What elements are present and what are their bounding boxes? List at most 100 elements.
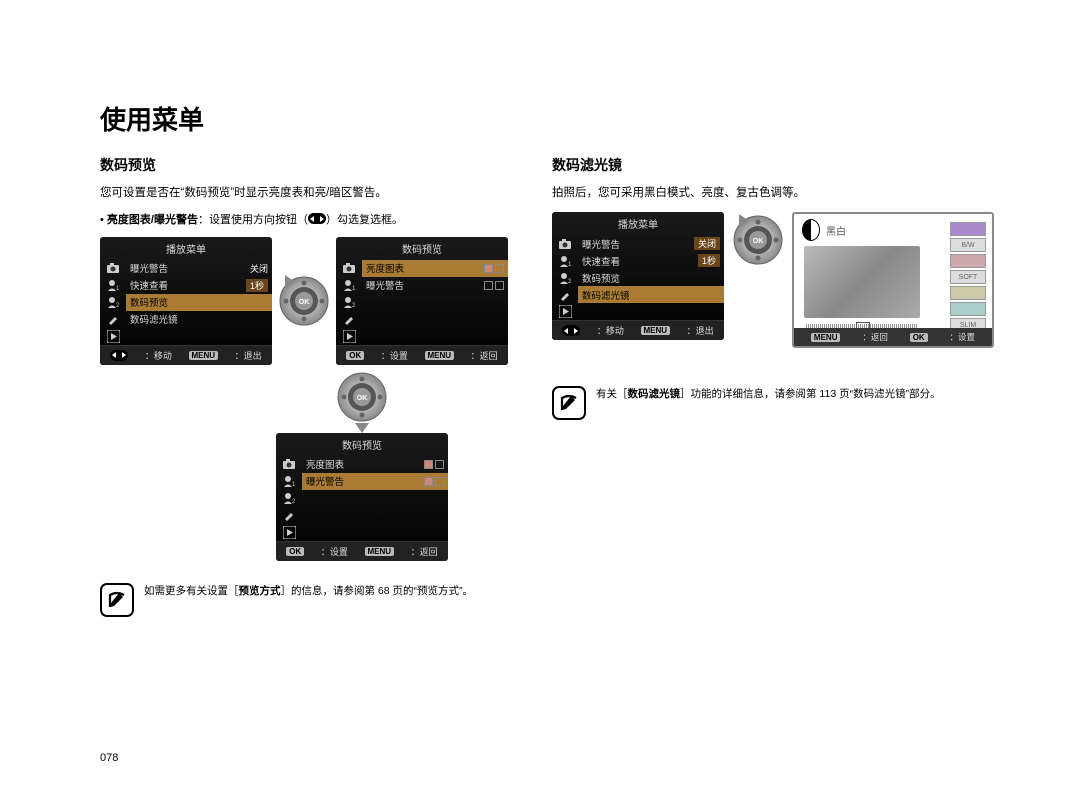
left-note: 如需更多有关设置［预览方式］的信息，请参阅第 68 页的“预览方式”。 bbox=[100, 583, 508, 617]
svg-text:2: 2 bbox=[116, 303, 119, 308]
lcd2-row-1: 曝光警告 bbox=[362, 277, 508, 294]
person2-icon: 2 bbox=[107, 296, 119, 308]
nav-arrows-icon bbox=[308, 213, 326, 224]
page-number: 078 bbox=[100, 752, 118, 764]
ok-button-icon: OK bbox=[910, 333, 928, 342]
camera-icon bbox=[282, 458, 296, 470]
menu-button-icon: MENU bbox=[641, 326, 671, 335]
lcdr-row-0: 曝光警告关闭 bbox=[578, 235, 724, 252]
arrow-right-icon bbox=[285, 275, 337, 327]
svg-text:1: 1 bbox=[292, 482, 295, 487]
lcd-playback-menu: 播放菜单 1 2 曝光警告关闭 快速查看1秒 数码预览 bbox=[100, 237, 272, 365]
menu-button-icon: MENU bbox=[365, 547, 395, 556]
wrench-icon bbox=[559, 289, 571, 301]
bullet-rest: ：设置使用方向按钮（ bbox=[198, 214, 308, 226]
arrow-down-icon bbox=[355, 423, 369, 433]
play-icon bbox=[559, 305, 572, 318]
bullet-label: 亮度图表/曝光警告 bbox=[107, 214, 198, 226]
ok-button-icon: OK bbox=[346, 351, 364, 360]
bw-opt-4 bbox=[950, 286, 986, 300]
svg-text:2: 2 bbox=[292, 499, 295, 504]
lcd-preview-2: 数码预览 1 2 亮度图表 曝光警告 bbox=[276, 433, 448, 561]
left-bullet: • 亮度图表/曝光警告：设置使用方向按钮（）勾选复选框。 bbox=[100, 212, 508, 229]
lcd2-row-0: 亮度图表 bbox=[362, 260, 508, 277]
lcd-preview-1: 数码预览 1 2 亮度图表 曝光警告 bbox=[336, 237, 508, 365]
lcd1-title: 播放菜单 bbox=[100, 237, 272, 260]
left-desc: 您可设置是否在“数码预览”时显示亮度表和亮/暗区警告。 bbox=[100, 185, 508, 202]
note-bold: 预览方式 bbox=[239, 585, 281, 597]
bw-filter-panel: 黑白 B/W SOFT SLIM bbox=[792, 212, 994, 348]
person1-icon: 1 bbox=[283, 475, 295, 487]
bw-mode-icon bbox=[802, 219, 820, 241]
note-bold: 数码滤光镜 bbox=[628, 388, 681, 400]
right-desc: 拍照后，您可采用黑白模式、亮度、复古色调等。 bbox=[552, 185, 994, 202]
lcdr-title: 播放菜单 bbox=[552, 212, 724, 235]
lcd1-sidebar: 1 2 bbox=[100, 260, 126, 345]
left-heading: 数码预览 bbox=[100, 155, 508, 175]
note-icon bbox=[100, 583, 134, 617]
bw-opt-0 bbox=[950, 222, 986, 236]
menu-button-icon: MENU bbox=[811, 333, 841, 342]
lcd1-row-0: 曝光警告关闭 bbox=[126, 260, 272, 277]
person1-icon: 1 bbox=[107, 279, 119, 291]
person2-icon: 2 bbox=[343, 296, 355, 308]
lcd3-row-1: 曝光警告 bbox=[302, 473, 448, 490]
bw-opt-5 bbox=[950, 302, 986, 316]
play-icon bbox=[107, 330, 120, 343]
play-icon bbox=[343, 330, 356, 343]
lcd1-row-2: 数码预览 bbox=[126, 294, 272, 311]
person1-icon: 1 bbox=[343, 279, 355, 291]
dial-icon: OK bbox=[732, 214, 784, 266]
wrench-icon bbox=[283, 509, 295, 521]
bw-label: 黑白 bbox=[826, 223, 846, 238]
camera-icon bbox=[106, 262, 120, 274]
lcd3-row-0: 亮度图表 bbox=[302, 456, 448, 473]
left-column: 数码预览 您可设置是否在“数码预览”时显示亮度表和亮/暗区警告。 • 亮度图表/… bbox=[100, 155, 508, 617]
bullet-tail: ）勾选复选框。 bbox=[326, 214, 403, 226]
lcdr-footer: ：移动 MENU：退出 bbox=[552, 320, 724, 340]
camera-icon bbox=[558, 238, 572, 250]
svg-text:OK: OK bbox=[357, 395, 368, 402]
right-note: 有关［数码滤光镜］功能的详细信息，请参阅第 113 页“数码滤光镜”部分。 bbox=[552, 386, 994, 420]
note-pre: 如需更多有关设置［ bbox=[144, 585, 239, 597]
bw-opt-1: B/W bbox=[950, 238, 986, 252]
lcd1-row-3: 数码滤光镜 bbox=[126, 311, 272, 328]
bw-preview-image bbox=[804, 246, 920, 318]
right-column: 数码滤光镜 拍照后，您可采用黑白模式、亮度、复古色调等。 播放菜单 1 2 bbox=[552, 155, 994, 617]
lcd3-footer: OK：设置 MENU：返回 bbox=[276, 541, 448, 561]
bw-opt-3: SOFT bbox=[950, 270, 986, 284]
nav-icon bbox=[562, 325, 580, 336]
camera-icon bbox=[342, 262, 356, 274]
lcd3-title: 数码预览 bbox=[276, 433, 448, 456]
dial-icon: OK bbox=[278, 275, 330, 327]
bw-side-options: B/W SOFT SLIM bbox=[950, 222, 986, 332]
wrench-icon bbox=[343, 313, 355, 325]
checkbox-icon bbox=[424, 460, 444, 469]
dial-icon: OK bbox=[336, 371, 388, 423]
checkbox-icon bbox=[424, 477, 444, 486]
note-post: ］功能的详细信息，请参阅第 113 页“数码滤光镜”部分。 bbox=[680, 388, 941, 400]
menu-button-icon: MENU bbox=[425, 351, 455, 360]
lcdr-row-1: 快速查看1秒 bbox=[578, 252, 724, 269]
svg-text:2: 2 bbox=[352, 303, 355, 308]
note-icon bbox=[552, 386, 586, 420]
bw-opt-2 bbox=[950, 254, 986, 268]
lcdr-row-3: 数码滤光镜 bbox=[578, 286, 724, 303]
bw-footer: MENU：返回 OK：设置 bbox=[794, 328, 992, 346]
svg-text:2: 2 bbox=[568, 279, 571, 284]
lcdr-row-2: 数码预览 bbox=[578, 269, 724, 286]
lcd2-footer: OK：设置 MENU：返回 bbox=[336, 345, 508, 365]
nav-icon bbox=[110, 350, 128, 361]
ok-button-icon: OK bbox=[286, 547, 304, 556]
person2-icon: 2 bbox=[283, 492, 295, 504]
checkbox-icon bbox=[484, 264, 504, 273]
page-title: 使用菜单 bbox=[100, 100, 980, 137]
arrow-right-icon bbox=[739, 214, 791, 266]
wrench-icon bbox=[107, 313, 119, 325]
note-post: ］的信息，请参阅第 68 页的“预览方式”。 bbox=[281, 585, 474, 597]
lcd1-footer: ：移动 MENU：退出 bbox=[100, 345, 272, 365]
lcd-playback-menu-right: 播放菜单 1 2 曝光警告关闭 快速查看1秒 数码预览 bbox=[552, 212, 724, 340]
menu-button-icon: MENU bbox=[189, 351, 219, 360]
person1-icon: 1 bbox=[559, 255, 571, 267]
right-heading: 数码滤光镜 bbox=[552, 155, 994, 175]
